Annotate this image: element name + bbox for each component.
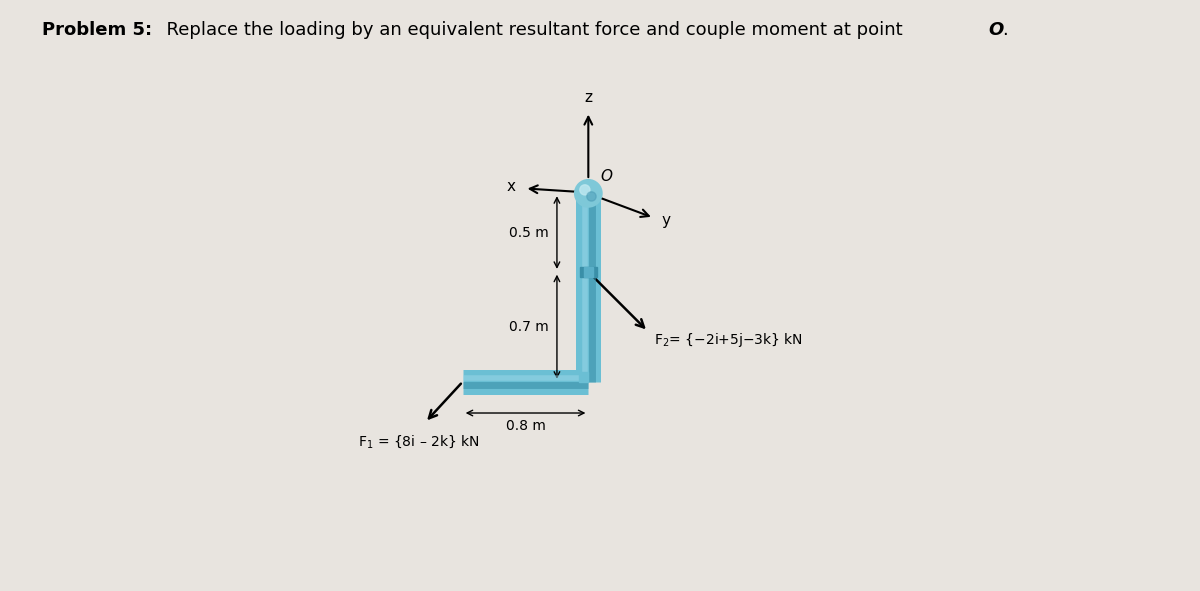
Circle shape bbox=[575, 180, 601, 207]
Text: y: y bbox=[661, 213, 671, 229]
Text: Problem 5:: Problem 5: bbox=[42, 21, 152, 38]
Circle shape bbox=[587, 192, 596, 201]
Text: F$_1$ = {8i – 2k} kN: F$_1$ = {8i – 2k} kN bbox=[358, 433, 480, 450]
Text: x: x bbox=[506, 179, 515, 194]
Text: 0.7 m: 0.7 m bbox=[509, 320, 550, 334]
Text: F$_2$= {−2i+5j−3k} kN: F$_2$= {−2i+5j−3k} kN bbox=[654, 332, 803, 349]
Text: 0.5 m: 0.5 m bbox=[509, 226, 550, 239]
Text: O: O bbox=[989, 21, 1004, 38]
Text: z: z bbox=[584, 90, 593, 105]
Text: 0.8 m: 0.8 m bbox=[505, 419, 546, 433]
Text: O: O bbox=[601, 169, 613, 184]
Bar bbox=[580, 267, 596, 277]
Bar bbox=[578, 372, 588, 382]
Bar bbox=[584, 267, 593, 277]
Text: Replace the loading by an equivalent resultant force and couple moment at point: Replace the loading by an equivalent res… bbox=[155, 21, 908, 38]
Circle shape bbox=[580, 185, 590, 195]
Text: .: . bbox=[1002, 21, 1008, 38]
